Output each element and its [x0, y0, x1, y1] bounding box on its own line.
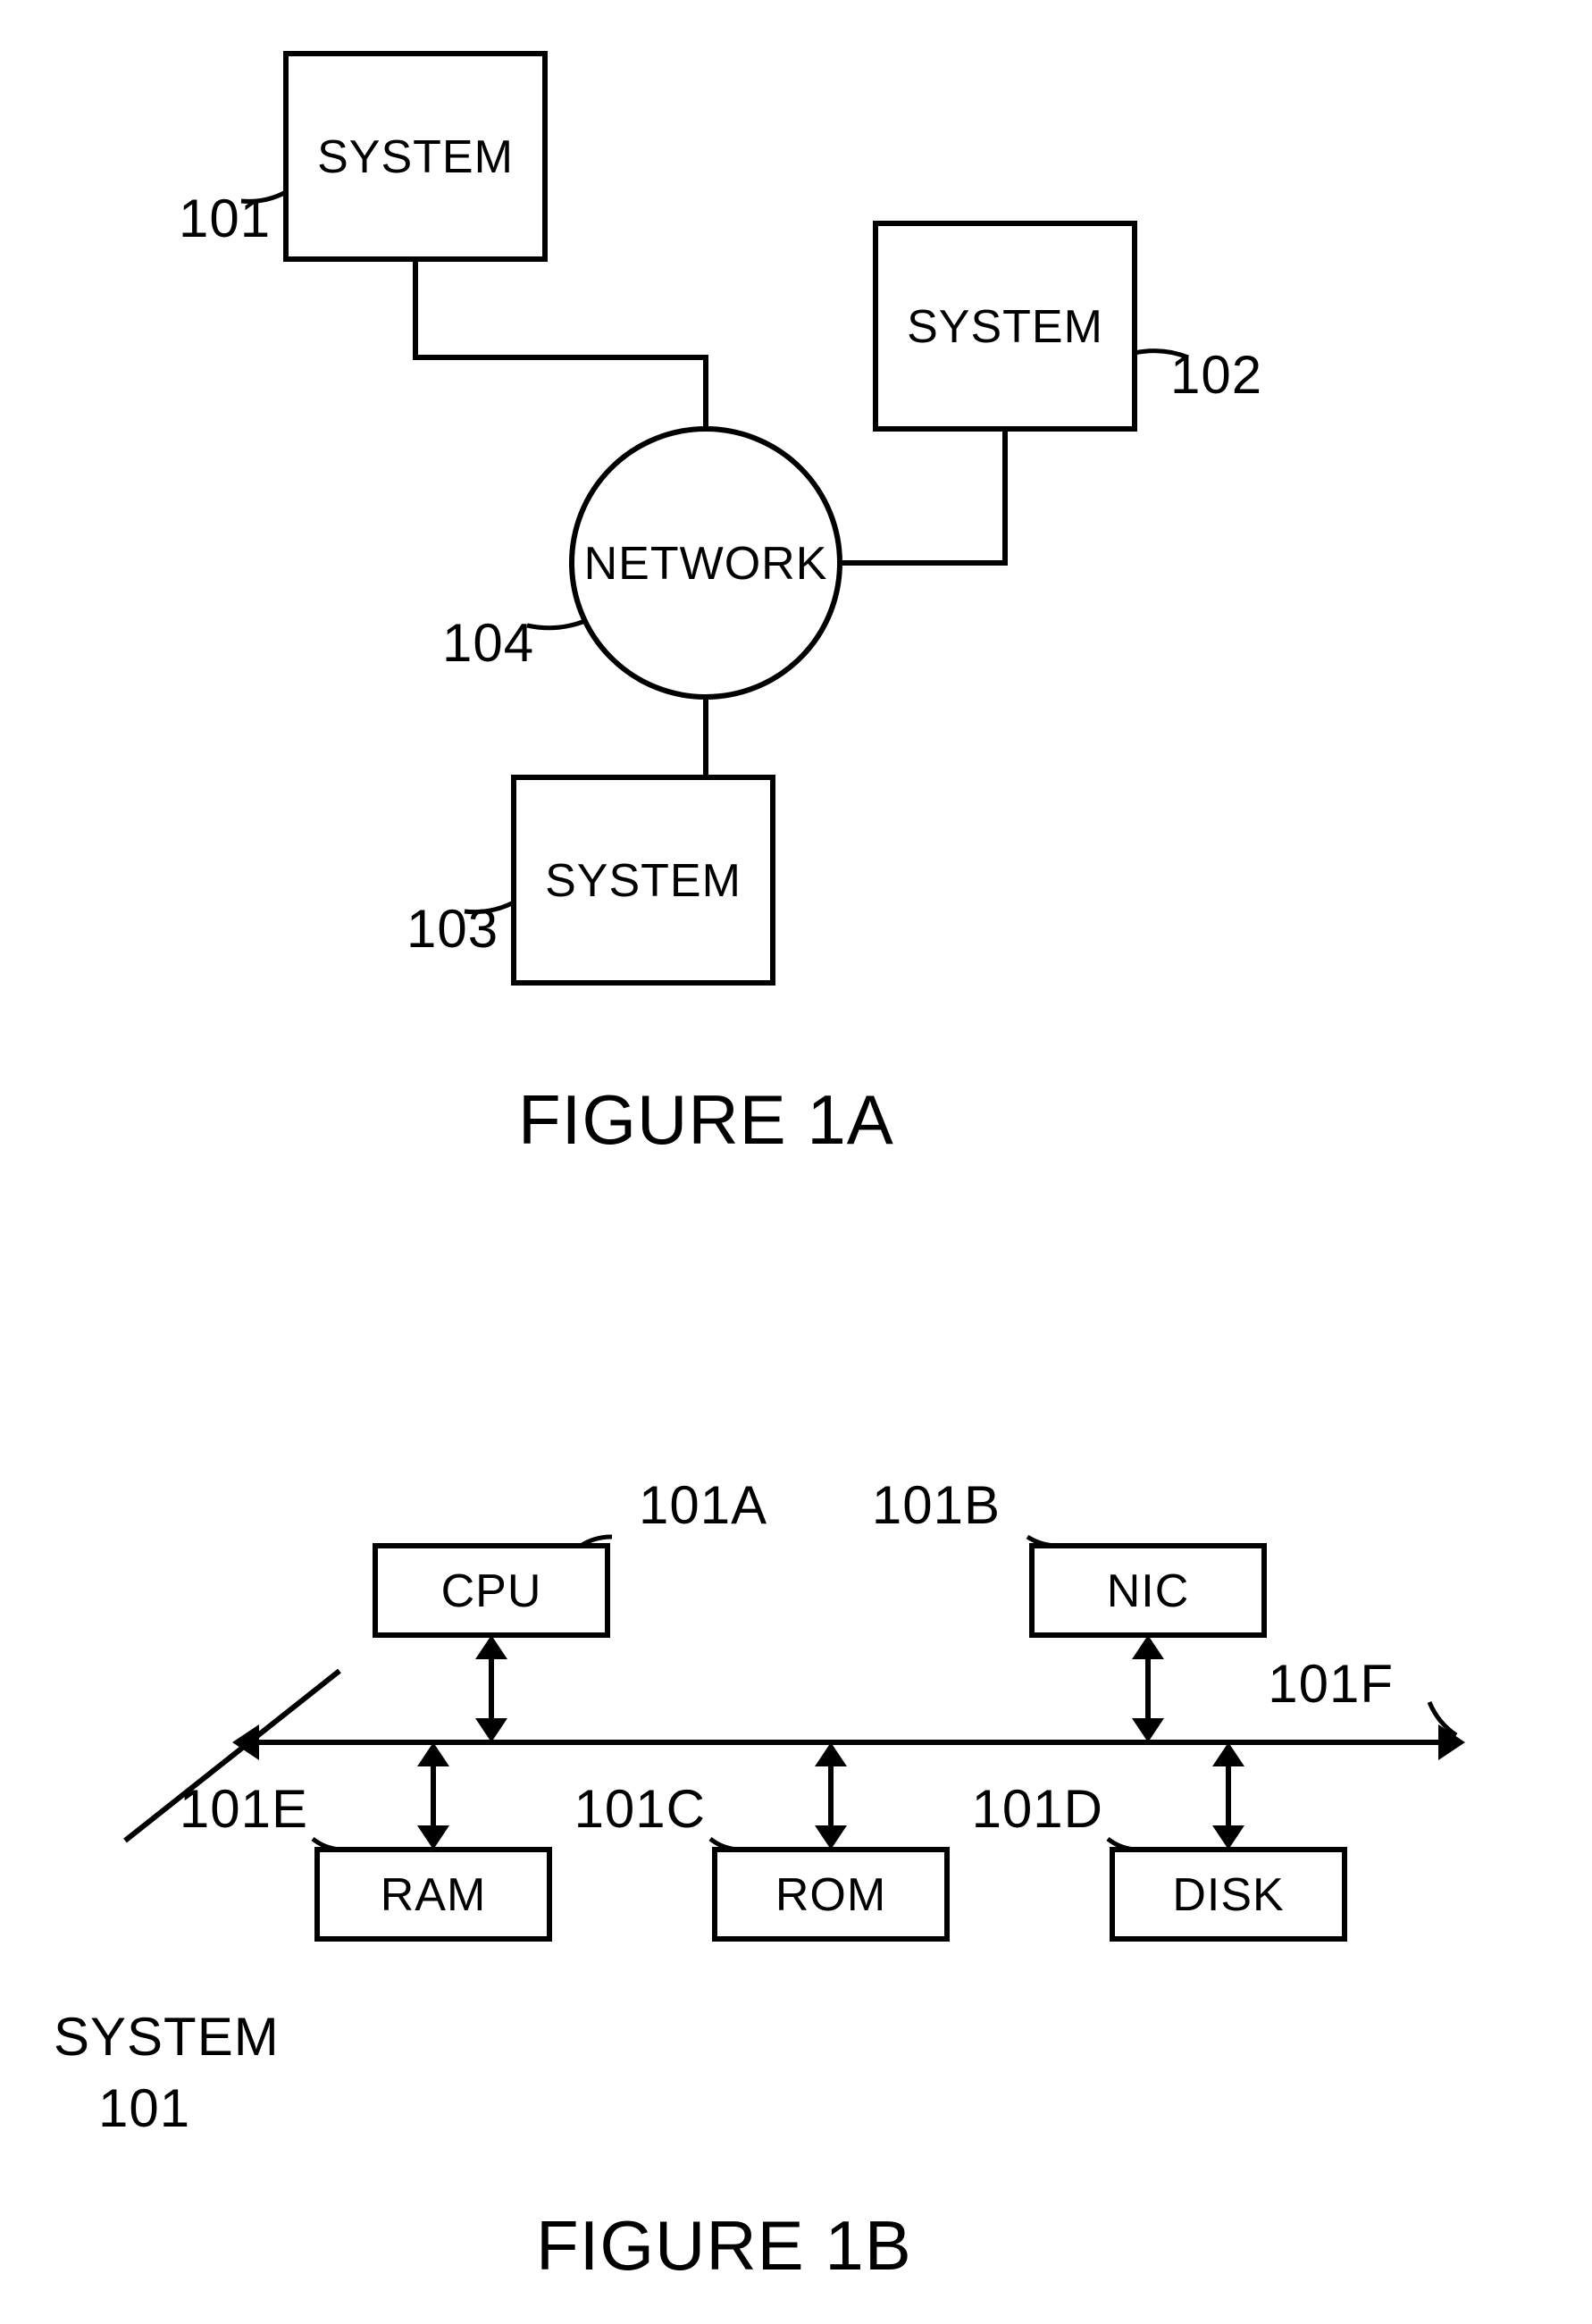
svg-text:101A: 101A [639, 1475, 767, 1535]
svg-text:NETWORK: NETWORK [584, 538, 828, 590]
svg-text:SYSTEM: SYSTEM [54, 2007, 280, 2067]
node-sys1: SYSTEM [286, 54, 545, 259]
svg-text:101: 101 [98, 2078, 190, 2138]
svg-text:103: 103 [406, 899, 499, 959]
svg-text:ROM: ROM [775, 1869, 886, 1921]
svg-text:SYSTEM: SYSTEM [545, 855, 742, 907]
node-net: NETWORK [572, 429, 840, 697]
svg-text:102: 102 [1170, 345, 1262, 405]
svg-text:101D: 101D [972, 1779, 1103, 1839]
svg-text:104: 104 [442, 613, 534, 673]
svg-text:CPU: CPU [441, 1565, 542, 1617]
figure-1b: 101FCPU101ANIC101BRAM101EROM101CDISK101D… [54, 1475, 1465, 2285]
box-rom: ROM 101C [574, 1742, 947, 1939]
node-sys2: SYSTEM [876, 223, 1135, 429]
svg-text:SYSTEM: SYSTEM [907, 301, 1103, 353]
node-sys3: SYSTEM [514, 777, 773, 983]
svg-text:FIGURE 1A: FIGURE 1A [518, 1080, 894, 1159]
svg-text:RAM: RAM [381, 1869, 487, 1921]
svg-text:101C: 101C [574, 1779, 706, 1839]
page: SYSTEM SYSTEM SYSTEM NETWORK 101 102 103 104 FIG… [0, 0, 1592, 2324]
svg-text:101: 101 [179, 189, 271, 248]
diagram-canvas: SYSTEM SYSTEM SYSTEM NETWORK 101 102 103 104 FIG… [0, 0, 1592, 2324]
svg-text:FIGURE 1B: FIGURE 1B [536, 2206, 912, 2285]
box-cpu: CPU 101A [375, 1475, 767, 1742]
svg-text:DISK: DISK [1172, 1869, 1284, 1921]
svg-text:SYSTEM: SYSTEM [317, 131, 514, 183]
box-ram: RAM 101E [180, 1742, 549, 1939]
svg-text:101B: 101B [872, 1475, 1001, 1535]
box-nic: NIC 101B [872, 1475, 1264, 1742]
svg-text:NIC: NIC [1107, 1565, 1190, 1617]
figure-1a: SYSTEM SYSTEM SYSTEM NETWORK 101 102 103 104 FIG… [179, 54, 1262, 1159]
svg-text:101F: 101F [1268, 1654, 1394, 1714]
svg-text:101E: 101E [180, 1779, 308, 1839]
box-disk: DISK 101D [972, 1742, 1345, 1939]
